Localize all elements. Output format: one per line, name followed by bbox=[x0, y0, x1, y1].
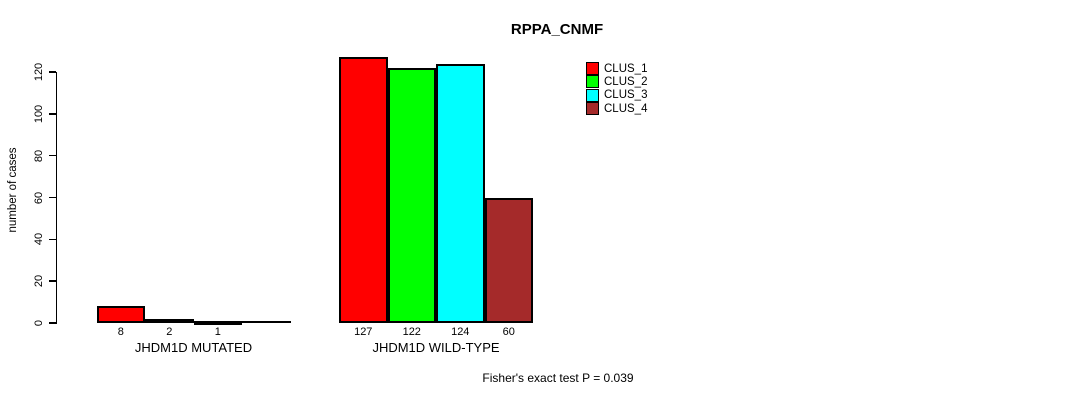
chart-title: RPPA_CNMF bbox=[510, 21, 604, 38]
y-tick-label: 80 bbox=[33, 149, 45, 162]
bar-CLUS_1 bbox=[96, 306, 145, 323]
bar-value-label: 2 bbox=[166, 326, 173, 338]
legend-item: CLUS_1 bbox=[586, 62, 648, 76]
legend: CLUS_1 CLUS_2 CLUS_3 CLUS_4 bbox=[586, 62, 648, 116]
bar-CLUS_1 bbox=[339, 57, 388, 323]
legend-color-swatch bbox=[586, 88, 599, 102]
y-tick bbox=[49, 154, 56, 157]
legend-label: CLUS_4 bbox=[604, 102, 648, 115]
bar-value-label: 60 bbox=[502, 326, 515, 338]
y-tick-label: 100 bbox=[33, 104, 45, 124]
bar-value-label: 127 bbox=[354, 326, 373, 338]
bar-value-label: 124 bbox=[451, 326, 470, 338]
x-category-label: JHDM1D WILD-TYPE bbox=[372, 340, 500, 355]
legend-color-swatch bbox=[586, 75, 599, 89]
y-tick-label: 0 bbox=[33, 319, 45, 327]
bar-value-label: 1 bbox=[214, 326, 221, 338]
legend-label: CLUS_1 bbox=[604, 62, 648, 75]
legend-item: CLUS_2 bbox=[586, 75, 648, 89]
legend-label: CLUS_2 bbox=[604, 75, 648, 88]
bar-value-label: 8 bbox=[117, 326, 124, 338]
y-tick bbox=[49, 196, 56, 199]
y-tick bbox=[49, 113, 56, 115]
y-tick-label: 120 bbox=[33, 62, 45, 82]
legend-item: CLUS_3 bbox=[586, 88, 648, 102]
legend-color-swatch bbox=[586, 102, 599, 116]
bar-CLUS_4-zero bbox=[242, 321, 291, 323]
bar-value-label: 122 bbox=[402, 326, 421, 338]
y-tick-label: 20 bbox=[33, 275, 45, 288]
x-category-label: JHDM1D MUTATED bbox=[134, 340, 253, 355]
legend-item: CLUS_4 bbox=[586, 102, 648, 116]
bar-CLUS_3 bbox=[436, 63, 485, 323]
legend-color-swatch bbox=[586, 62, 599, 76]
y-axis bbox=[55, 71, 57, 324]
bar-CLUS_4 bbox=[484, 197, 533, 323]
y-tick-label: 60 bbox=[33, 191, 45, 204]
bar-CLUS_2 bbox=[145, 318, 194, 323]
bar-CLUS_3 bbox=[193, 320, 242, 325]
y-tick-label: 40 bbox=[33, 233, 45, 246]
y-tick bbox=[49, 322, 56, 324]
y-tick bbox=[49, 280, 56, 282]
annotation-text: Fisher's exact test P = 0.039 bbox=[482, 371, 634, 385]
y-axis-label: number of cases bbox=[7, 147, 19, 233]
y-tick bbox=[49, 71, 56, 73]
y-tick bbox=[49, 238, 56, 241]
bar-CLUS_2 bbox=[387, 67, 436, 323]
legend-label: CLUS_3 bbox=[604, 89, 648, 102]
